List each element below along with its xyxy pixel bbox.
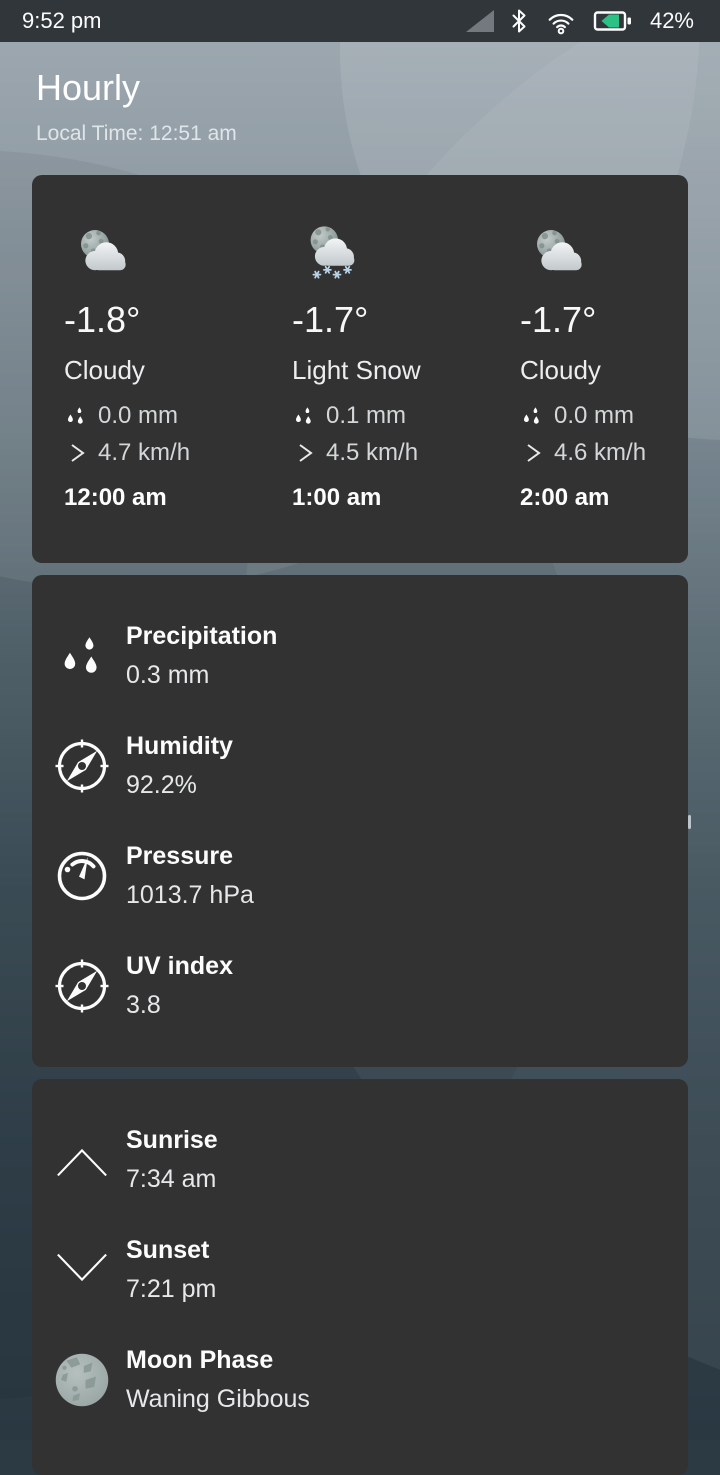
hourly-forecast-card[interactable]: -1.8° Cloudy 0.0 mm 4.7 km/h 12:00 am -1…	[32, 174, 688, 563]
detail-label: Precipitation	[126, 621, 278, 650]
astro-card: Sunrise 7:34 am Sunset 7:21 pm	[32, 1078, 688, 1475]
temperature: -1.8°	[64, 298, 141, 340]
cloudy-night-icon	[81, 229, 126, 270]
cloudy-night-icon	[537, 229, 582, 270]
astro-row: Sunset 7:21 pm	[32, 1215, 688, 1325]
light-snow-night-icon	[310, 225, 355, 279]
detail-row: UV index 3.8	[32, 931, 688, 1041]
local-time-label: Local Time: 12:51 am	[36, 121, 237, 145]
temperature: -1.7°	[520, 298, 597, 340]
astro-row: Moon Phase Waning Gibbous	[32, 1325, 688, 1435]
hourly-item[interactable]: -1.8° Cloudy 0.0 mm 4.7 km/h 12:00 am	[64, 223, 292, 563]
raindrops-icon	[523, 406, 539, 424]
battery-percent: 42%	[649, 8, 694, 33]
hourly-item[interactable]: -1.7° Cloudy 0.0 mm 4.6 km/h 2:00 am	[520, 223, 688, 563]
scrollbar-thumb[interactable]	[688, 815, 691, 829]
astro-row: Sunrise 7:34 am	[32, 1105, 688, 1215]
battery-icon	[593, 11, 631, 31]
detail-row: Pressure 1013.7 hPa	[32, 821, 688, 931]
page-title: Hourly	[36, 67, 141, 108]
detail-row: Precipitation 0.3 mm	[32, 601, 688, 711]
compass-icon	[54, 957, 110, 1014]
raindrops-icon	[64, 636, 97, 673]
astro-label: Sunrise	[126, 1125, 218, 1154]
status-bar[interactable]: 9:52 pm 42%	[0, 0, 720, 42]
hour-label: 12:00 am	[64, 483, 167, 511]
detail-label: UV index	[126, 951, 233, 980]
status-clock: 9:52 pm	[22, 8, 102, 33]
moon-icon	[55, 1353, 109, 1406]
astro-label: Moon Phase	[126, 1345, 274, 1374]
wifi-icon	[548, 13, 574, 35]
precipitation-value: 0.0 mm	[554, 401, 635, 429]
condition: Cloudy	[520, 354, 601, 385]
precipitation-value: 0.1 mm	[326, 401, 407, 429]
sunrise-icon	[57, 1148, 107, 1176]
detail-value: 3.8	[126, 990, 161, 1019]
bluetooth-icon	[512, 9, 526, 33]
hour-label: 2:00 am	[520, 483, 610, 511]
condition: Cloudy	[64, 354, 145, 385]
astro-value: 7:34 am	[126, 1164, 217, 1193]
precipitation-value: 0.0 mm	[98, 401, 179, 429]
compass-icon	[54, 737, 110, 794]
detail-value: 92.2%	[126, 770, 197, 799]
hour-label: 1:00 am	[292, 483, 382, 511]
wind-direction-icon	[71, 443, 85, 462]
astro-label: Sunset	[126, 1235, 210, 1264]
gauge-icon	[57, 851, 107, 900]
detail-row: Humidity 92.2%	[32, 711, 688, 821]
wind-direction-icon	[527, 443, 541, 462]
details-card: Precipitation 0.3 mm Humidity 92.2% Pres…	[32, 574, 688, 1067]
condition: Light Snow	[292, 354, 421, 385]
signal-icon	[465, 10, 494, 32]
detail-label: Pressure	[126, 841, 234, 870]
astro-value: Waning Gibbous	[126, 1384, 310, 1413]
detail-value: 0.3 mm	[126, 660, 210, 689]
temperature: -1.7°	[292, 298, 369, 340]
wind-value: 4.5 km/h	[326, 438, 419, 466]
raindrops-icon	[295, 406, 311, 424]
hourly-item[interactable]: -1.7° Light Snow 0.1 mm 4.5 km/h 1:00 am	[292, 223, 520, 563]
sunset-icon	[57, 1253, 107, 1281]
wind-value: 4.7 km/h	[98, 438, 191, 466]
raindrops-icon	[67, 406, 83, 424]
wind-value: 4.6 km/h	[554, 438, 647, 466]
detail-value: 1013.7 hPa	[126, 880, 254, 909]
detail-label: Humidity	[126, 731, 233, 760]
page-header: Hourly Local Time: 12:51 am	[0, 42, 720, 146]
astro-value: 7:21 pm	[126, 1274, 217, 1303]
wind-direction-icon	[299, 443, 313, 462]
